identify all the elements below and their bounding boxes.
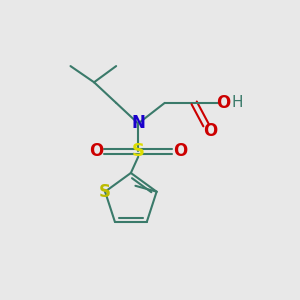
Text: H: H (231, 95, 243, 110)
Text: N: N (131, 115, 145, 133)
Text: O: O (173, 142, 187, 160)
Text: S: S (99, 183, 111, 201)
Text: O: O (203, 122, 218, 140)
Text: O: O (89, 142, 103, 160)
Text: O: O (217, 94, 231, 112)
Text: S: S (132, 142, 145, 160)
